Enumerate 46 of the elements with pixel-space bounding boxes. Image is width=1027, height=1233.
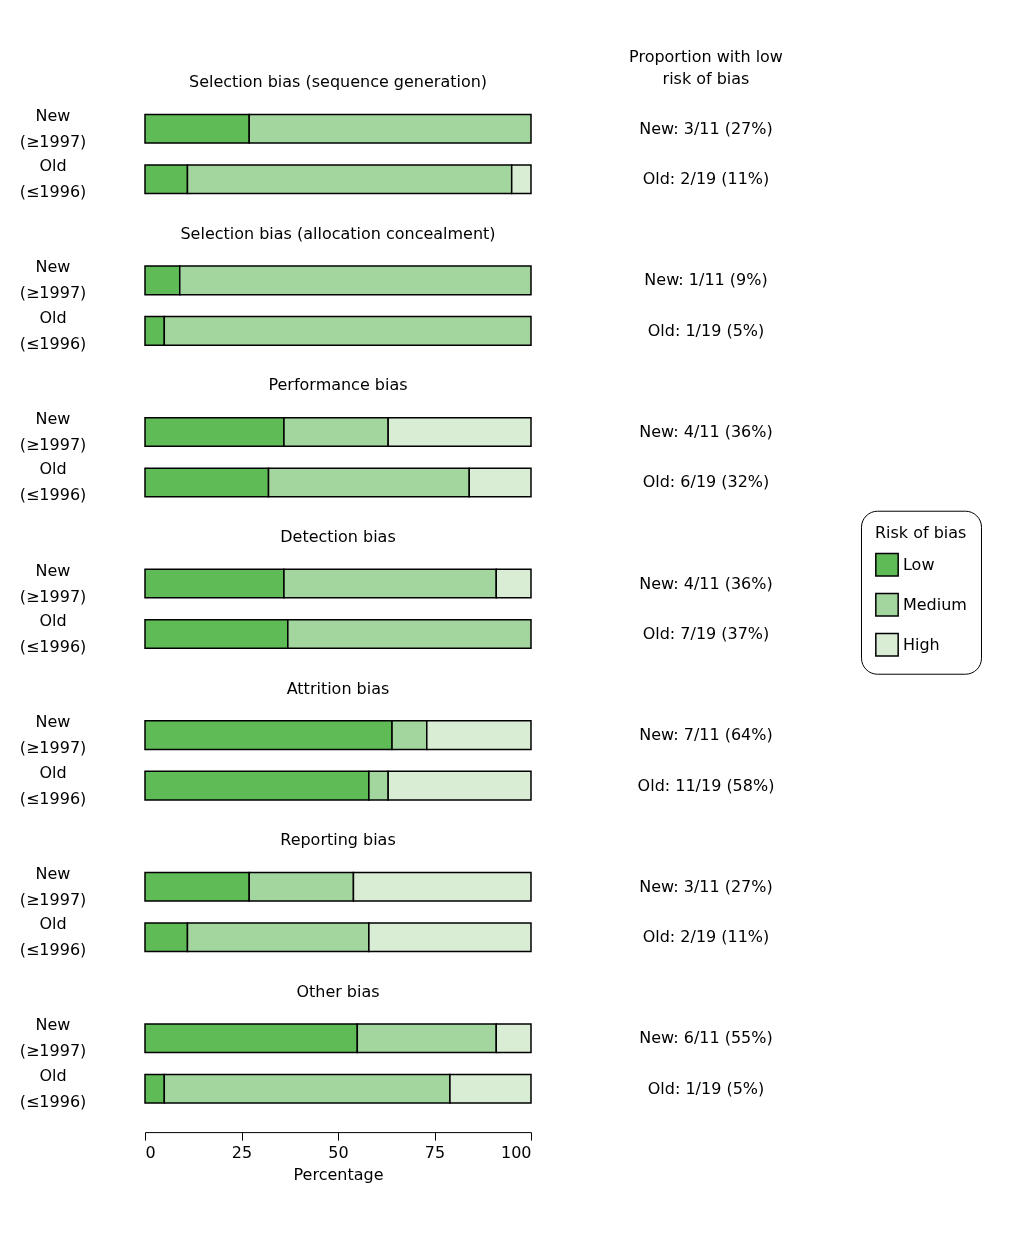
data-label: Old: 1/19 (5%) bbox=[647, 320, 765, 340]
legend-title: Risk of bias bbox=[875, 522, 967, 542]
y-tick-label: Old (≤1996) bbox=[19, 762, 87, 808]
data-label: Old: 1/19 (5%) bbox=[647, 1078, 765, 1098]
data-label: New: 4/11 (36%) bbox=[639, 573, 773, 593]
annotation: Performance bias bbox=[268, 375, 408, 395]
x-tick-label: 75 bbox=[424, 1142, 446, 1162]
y-tick-label: New (≥1997) bbox=[19, 105, 87, 151]
y-tick-label: New (≥1997) bbox=[19, 560, 87, 606]
annotation: Detection bias bbox=[280, 527, 396, 547]
x-tick-label: 25 bbox=[231, 1142, 253, 1162]
text: Proportion with low risk of bias bbox=[629, 47, 783, 89]
data-label: Old: 2/19 (11%) bbox=[642, 169, 770, 189]
data-label: New: 7/11 (64%) bbox=[639, 725, 773, 745]
data-label: New: 3/11 (27%) bbox=[639, 876, 773, 896]
legend-label: Medium bbox=[903, 594, 967, 614]
data-label: Old: 7/19 (37%) bbox=[642, 624, 770, 644]
data-label: Old: 6/19 (32%) bbox=[642, 472, 770, 492]
data-label: New: 4/11 (36%) bbox=[639, 421, 773, 441]
annotation: Other bias bbox=[296, 981, 380, 1001]
data-label: Old: 2/19 (11%) bbox=[642, 927, 770, 947]
y-tick-label: Old (≤1996) bbox=[19, 156, 87, 202]
x-tick-label: 50 bbox=[328, 1142, 349, 1162]
x-tick-label: 0 bbox=[145, 1142, 156, 1162]
y-tick-label: New (≥1997) bbox=[19, 257, 87, 303]
annotation: Attrition bias bbox=[286, 678, 390, 698]
data-label: New: 1/11 (9%) bbox=[644, 270, 768, 290]
x-axis-title: Percentage bbox=[293, 1164, 384, 1184]
legend-label: High bbox=[903, 634, 940, 654]
y-tick-label: Old (≤1996) bbox=[19, 914, 87, 960]
y-tick-label: New (≥1997) bbox=[19, 1015, 87, 1061]
y-tick-label: New (≥1997) bbox=[19, 863, 87, 909]
annotation: Selection bias (sequence generation) bbox=[188, 72, 488, 92]
annotation: Reporting bias bbox=[280, 830, 396, 850]
x-tick-label: 100 bbox=[500, 1142, 532, 1162]
y-tick-label: Old (≤1996) bbox=[19, 611, 87, 657]
y-tick-label: New (≥1997) bbox=[19, 408, 87, 454]
y-tick-label: Old (≤1996) bbox=[19, 1065, 87, 1111]
annotation: Selection bias (allocation concealment) bbox=[180, 223, 496, 243]
y-tick-label: Old (≤1996) bbox=[19, 307, 87, 353]
legend-label: Low bbox=[903, 554, 935, 574]
y-tick-label: New (≥1997) bbox=[19, 712, 87, 758]
data-label: New: 6/11 (55%) bbox=[639, 1028, 773, 1048]
data-label: Old: 11/19 (58%) bbox=[637, 775, 775, 795]
y-tick-label: Old (≤1996) bbox=[19, 459, 87, 505]
data-label: New: 3/11 (27%) bbox=[639, 118, 773, 138]
